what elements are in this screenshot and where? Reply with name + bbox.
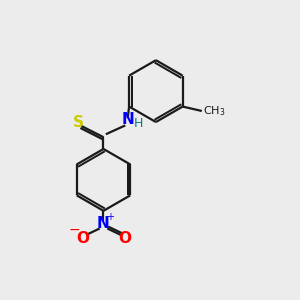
Text: −: − xyxy=(68,223,80,237)
Text: +: + xyxy=(106,212,114,222)
Text: CH$_3$: CH$_3$ xyxy=(203,105,226,118)
Text: O: O xyxy=(118,231,131,246)
Text: N: N xyxy=(97,216,110,231)
Text: H: H xyxy=(134,117,143,130)
Text: O: O xyxy=(76,231,89,246)
Text: S: S xyxy=(72,115,83,130)
Text: N: N xyxy=(121,112,134,127)
